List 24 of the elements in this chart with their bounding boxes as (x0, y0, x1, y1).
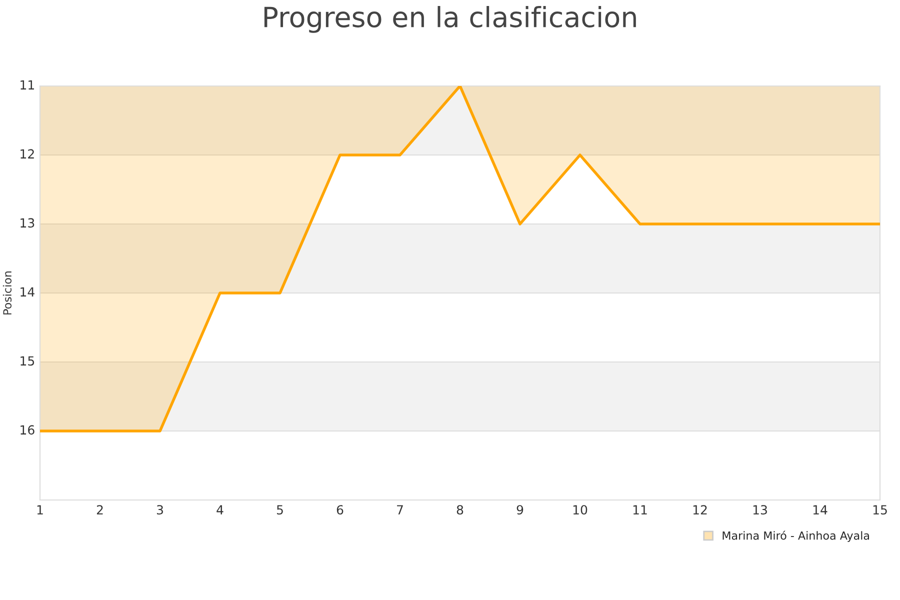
y-tick-label: 15 (20, 356, 34, 366)
x-tick-label: 13 (753, 505, 767, 515)
y-tick-label: 14 (20, 287, 34, 296)
x-tick-label: 15 (873, 505, 887, 515)
x-tick-label: 10 (573, 505, 588, 515)
legend-label: Marina Miró - Ainhoa Ayala (722, 530, 869, 542)
x-tick-label: 6 (336, 505, 344, 515)
y-tick-label: 12 (20, 149, 34, 158)
y-tick-label: 16 (20, 425, 34, 435)
x-tick-label: 2 (96, 505, 103, 514)
y-axis-title: Posicion (2, 271, 12, 314)
x-tick-label: 5 (276, 505, 283, 515)
y-tick-label: 13 (20, 218, 34, 228)
x-tick-label: 11 (633, 505, 647, 514)
x-tick-label: 7 (397, 505, 403, 514)
x-tick-label: 8 (456, 505, 464, 515)
x-tick-label: 3 (156, 505, 163, 515)
chart-title: Progreso en la clasificacion (264, 6, 636, 33)
y-tick-label: 11 (20, 80, 34, 90)
x-tick-label: 4 (216, 505, 224, 514)
x-tick-label: 9 (516, 505, 524, 515)
x-tick-label: 1 (37, 505, 43, 514)
x-tick-label: 14 (813, 505, 828, 514)
x-tick-label: 12 (693, 505, 707, 514)
